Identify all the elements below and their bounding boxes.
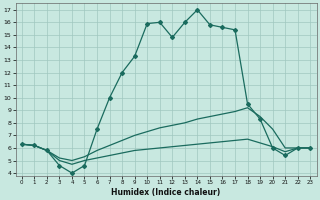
X-axis label: Humidex (Indice chaleur): Humidex (Indice chaleur) — [111, 188, 221, 197]
